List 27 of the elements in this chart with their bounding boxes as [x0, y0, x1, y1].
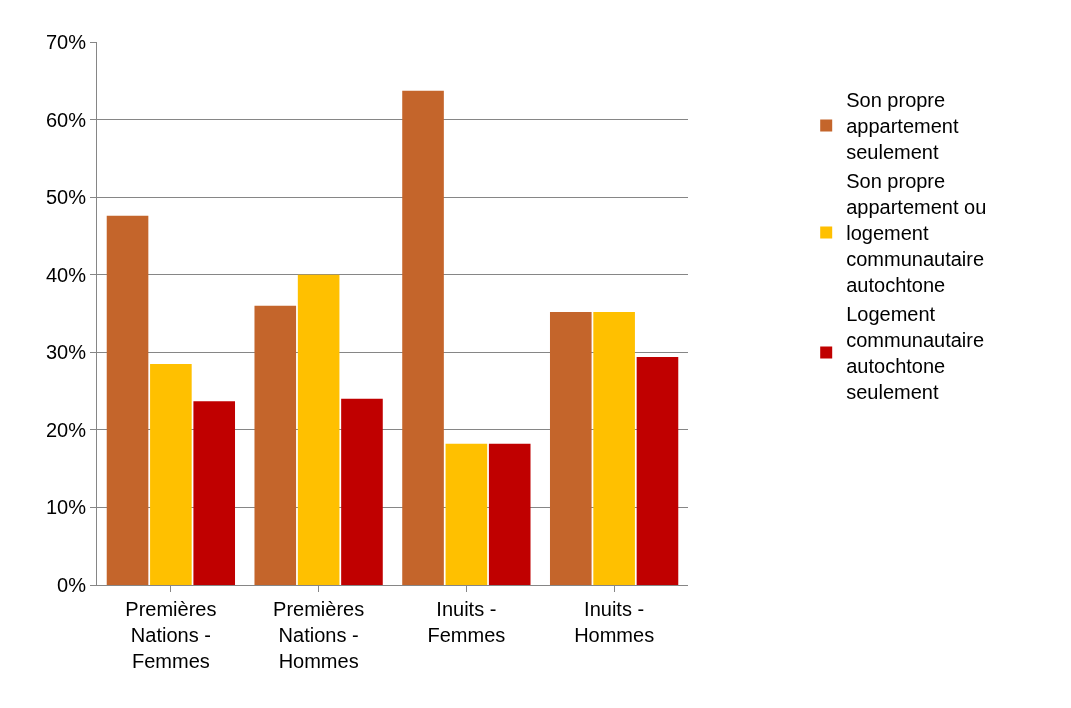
- x-tick-label: Premières Nations - Hommes: [273, 598, 365, 672]
- bar: [193, 401, 236, 585]
- bar: [341, 398, 383, 585]
- legend-label: Son propre appartement seulement: [846, 89, 959, 164]
- y-tick-label: 60%: [45, 108, 87, 131]
- legend-label: Logement communautaire autochtone seulement: [846, 303, 985, 404]
- bar: [106, 215, 149, 585]
- y-tick-label: 0%: [57, 574, 87, 596]
- bar: [254, 305, 297, 585]
- y-tick-label: 20%: [45, 418, 87, 441]
- legend-label: Son propre appartement ou logement communautaire autochtone: [846, 170, 987, 297]
- bar: [445, 443, 488, 585]
- bar: [593, 311, 635, 585]
- bar: [150, 363, 192, 585]
- bar: [636, 356, 679, 585]
- y-tick-label: 50%: [45, 186, 87, 209]
- x-tick-label: Inuits - Femmes: [427, 598, 506, 646]
- bar: [297, 274, 340, 585]
- y-tick-label: 30%: [45, 341, 87, 364]
- x-tick-label: Inuits - Hommes: [574, 598, 655, 646]
- bar: [549, 311, 592, 585]
- y-tick-label: 40%: [45, 263, 87, 286]
- x-tick-label: Premières Nations - Femmes: [125, 598, 217, 672]
- bar: [402, 90, 444, 585]
- bar: [488, 443, 531, 585]
- y-tick-label: 10%: [45, 496, 87, 519]
- y-tick-label: 70%: [45, 31, 87, 53]
